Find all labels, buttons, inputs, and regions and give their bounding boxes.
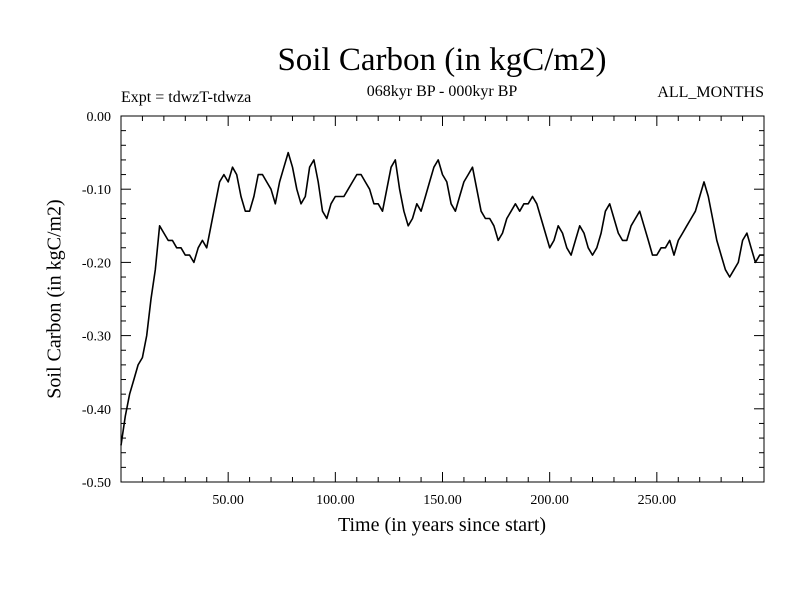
y-tick-label: -0.20	[82, 256, 111, 271]
y-tick-label: -0.40	[82, 403, 111, 418]
axis-ticks	[121, 116, 764, 482]
x-tick-label: 200.00	[530, 493, 569, 508]
x-tick-label: 150.00	[423, 493, 462, 508]
plot-frame	[120, 115, 765, 483]
time-range-label: 068kyr BP - 000kyr BP	[366, 83, 518, 100]
axis-tick-labels: 50.00 100.00 150.00 200.00 250.00 0.00 -0.10 -0…	[82, 110, 676, 508]
y-tick-label: -0.50	[82, 476, 111, 491]
chart-title: Soil Carbon (in kgC/m2)	[277, 42, 607, 78]
x-tick-label: 100.00	[316, 493, 355, 508]
x-tick-label: 250.00	[638, 493, 677, 508]
y-tick-label: 0.00	[87, 110, 112, 125]
y-axis-label: Soil Carbon (in kgC/m2)	[43, 199, 66, 399]
y-tick-label: -0.10	[82, 183, 111, 198]
y-tick-label: -0.30	[82, 330, 111, 345]
experiment-label: Expt = tdwzT-tdwza	[121, 89, 252, 106]
data-series	[120, 151, 764, 446]
x-tick-label: 50.00	[212, 493, 244, 508]
series-line	[120, 151, 764, 446]
x-axis-label: Time (in years since start)	[337, 514, 547, 536]
months-label: ALL_MONTHS	[657, 84, 764, 101]
